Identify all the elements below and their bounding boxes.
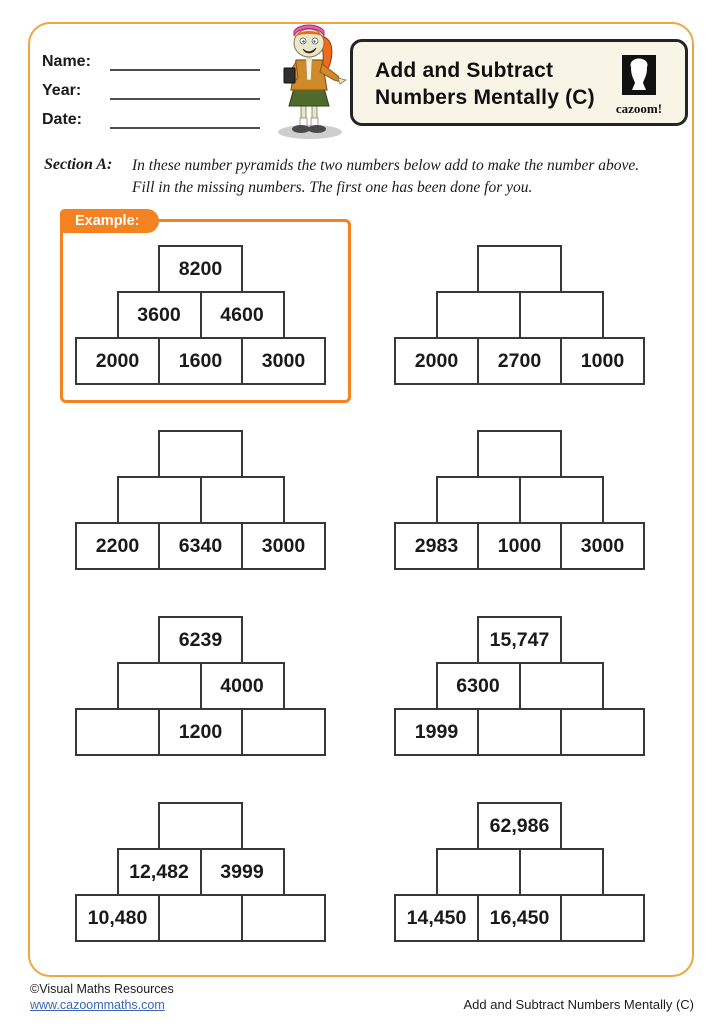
pyramid-cell-top: 15,747: [477, 616, 562, 664]
pyramid-cell-bottom-right[interactable]: [241, 708, 326, 756]
pyramid-cell-mid-right[interactable]: [518, 291, 604, 339]
example-box: Example:: [60, 209, 351, 403]
student-character-svg: [278, 24, 347, 139]
number-pyramid-1-example: 8200 3600 4600 2000 1600 3000: [75, 245, 326, 385]
pyramid-cell-bottom-mid: 2700: [477, 337, 562, 385]
pyramid-cell-bottom-right: 3000: [241, 522, 326, 570]
instruction-line-1: In these number pyramids the two numbers…: [132, 157, 640, 174]
pyramid-cell-mid-left[interactable]: [116, 662, 202, 710]
student-character-illustration: [266, 22, 352, 147]
pyramid-cell-top: 62,986: [477, 802, 562, 850]
cazoom-logo: cazoom!: [607, 55, 671, 117]
pyramid-cell-top[interactable]: [477, 245, 562, 293]
pyramid-cell-mid-right[interactable]: [518, 476, 604, 524]
pyramid-cell-bottom-left: 14,450: [394, 894, 479, 942]
pyramid-cell-mid-left[interactable]: [116, 476, 202, 524]
pyramid-cell-bottom-mid: 6340: [158, 522, 243, 570]
pyramid-cell-bottom-mid: 1200: [158, 708, 243, 756]
pyramid-cell-mid-right[interactable]: [518, 848, 604, 896]
pyramid-cell-bottom-left: 2000: [394, 337, 479, 385]
year-label: Year:: [42, 82, 82, 99]
pyramid-cell-top[interactable]: [158, 802, 243, 850]
pyramid-cell-bottom-right[interactable]: [560, 708, 645, 756]
cazoom-logo-icon: [622, 55, 656, 95]
name-input-line[interactable]: [110, 53, 260, 71]
year-field-row: Year:: [42, 71, 260, 100]
section-a-text: In these number pyramids the two numbers…: [132, 155, 672, 199]
cazoom-logo-text: cazoom!: [615, 101, 663, 116]
number-pyramid-3: 2200 6340 3000: [75, 430, 326, 570]
pyramid-cell-bottom-left: 2983: [394, 522, 479, 570]
pyramid-cell-bottom-right: 1000: [560, 337, 645, 385]
pyramid-cell-bottom-left: 2000: [75, 337, 160, 385]
pyramid-cell-mid-right[interactable]: [518, 662, 604, 710]
pyramid-cell-mid-left[interactable]: [435, 848, 521, 896]
pyramid-cell-mid-left[interactable]: [435, 476, 521, 524]
website-link[interactable]: www.cazoommaths.com: [30, 998, 165, 1012]
section-a-label: Section A:: [44, 156, 113, 173]
copyright-text: ©Visual Maths Resources: [30, 982, 174, 996]
footer-doc-title: Add and Subtract Numbers Mentally (C): [463, 997, 694, 1012]
pyramid-cell-bottom-left[interactable]: [75, 708, 160, 756]
pyramid-cell-top[interactable]: [158, 430, 243, 478]
date-label: Date:: [42, 111, 83, 128]
number-pyramid-8: 62,986 14,450 16,450: [394, 802, 645, 942]
page-border-frame: [28, 22, 694, 977]
name-field-row: Name:: [42, 42, 260, 71]
title-line-1: Add and Subtract: [375, 59, 554, 82]
pyramid-cell-mid-left: 6300: [435, 662, 521, 710]
pyramid-cell-top: 6239: [158, 616, 243, 664]
pyramid-cell-mid-right: 4000: [199, 662, 285, 710]
pyramid-cell-bottom-mid: 1000: [477, 522, 562, 570]
pyramid-cell-top: 8200: [158, 245, 243, 293]
worksheet-title: Add and Subtract Numbers Mentally (C): [375, 57, 595, 111]
pyramid-cell-mid-right: 4600: [199, 291, 285, 339]
pyramid-cell-mid-right[interactable]: [199, 476, 285, 524]
instruction-line-2: Fill in the missing numbers. The first o…: [132, 179, 533, 196]
pyramid-cell-bottom-mid: 1600: [158, 337, 243, 385]
number-pyramid-7: 12,482 3999 10,480: [75, 802, 326, 942]
worksheet-title-box: Add and Subtract Numbers Mentally (C) ca…: [350, 39, 688, 126]
pyramid-cell-bottom-mid[interactable]: [158, 894, 243, 942]
pyramid-cell-bottom-right[interactable]: [560, 894, 645, 942]
number-pyramid-2: 2000 2700 1000: [394, 245, 645, 385]
pyramid-cell-top[interactable]: [477, 430, 562, 478]
number-pyramid-5: 6239 4000 1200: [75, 616, 326, 756]
pyramid-cell-mid-left: 12,482: [116, 848, 202, 896]
pyramid-cell-bottom-left: 10,480: [75, 894, 160, 942]
date-input-line[interactable]: [110, 111, 260, 129]
number-pyramid-6: 15,747 6300 1999: [394, 616, 645, 756]
pyramid-cell-bottom-mid[interactable]: [477, 708, 562, 756]
number-pyramid-4: 2983 1000 3000: [394, 430, 645, 570]
pyramid-cell-bottom-right: 3000: [241, 337, 326, 385]
pyramid-cell-bottom-mid: 16,450: [477, 894, 562, 942]
section-a-instructions: Section A: In these number pyramids the …: [44, 155, 672, 199]
pyramid-cell-mid-left: 3600: [116, 291, 202, 339]
name-label: Name:: [42, 53, 91, 70]
pyramid-cell-bottom-right: 3000: [560, 522, 645, 570]
example-tab: Example:: [60, 209, 160, 233]
title-line-2: Numbers Mentally (C): [375, 86, 595, 109]
footer-left: ©Visual Maths Resources www.cazoommaths.…: [30, 981, 174, 1013]
date-field-row: Date:: [42, 100, 260, 129]
pyramid-cell-bottom-left: 1999: [394, 708, 479, 756]
pyramid-cell-bottom-right[interactable]: [241, 894, 326, 942]
student-info-fields: Name: Year: Date:: [42, 42, 260, 129]
pyramid-cell-bottom-left: 2200: [75, 522, 160, 570]
year-input-line[interactable]: [110, 82, 260, 100]
pyramid-cell-mid-left[interactable]: [435, 291, 521, 339]
pyramid-cell-mid-right: 3999: [199, 848, 285, 896]
